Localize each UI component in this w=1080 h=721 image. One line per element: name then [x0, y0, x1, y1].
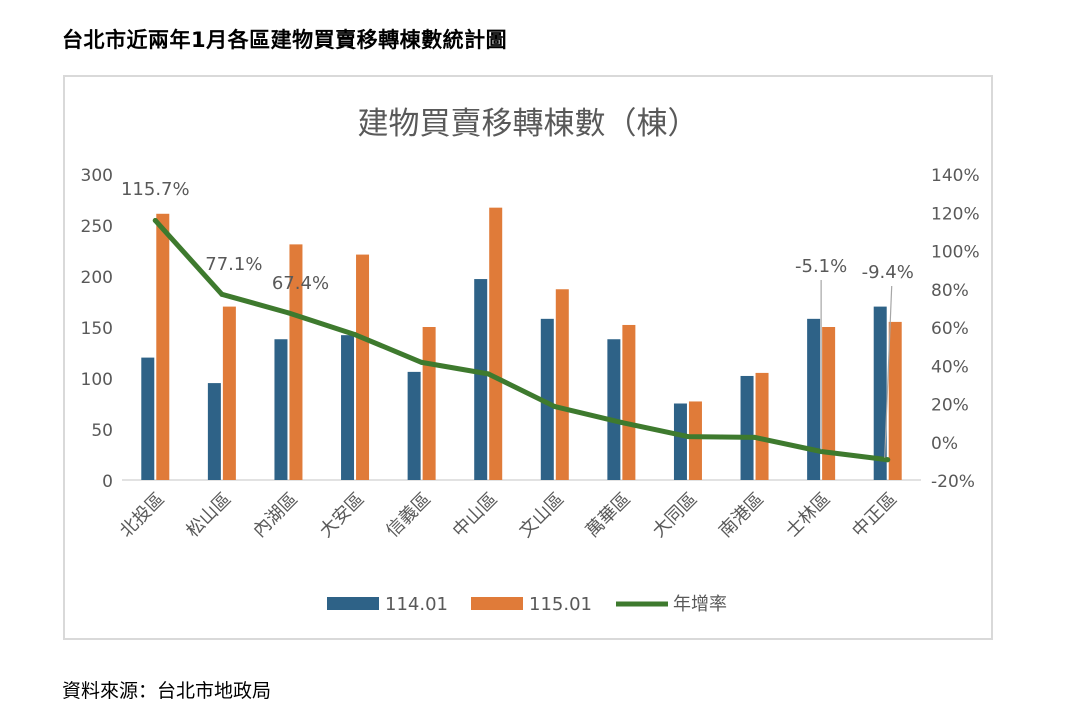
x-category-label: 中山區 [449, 489, 502, 542]
x-category-label: 北投區 [116, 489, 169, 542]
y-right-tick-label: 60% [931, 319, 969, 339]
bar-114-01 [207, 383, 221, 480]
x-category-label: 南港區 [715, 489, 768, 542]
growth-rate-point [152, 217, 158, 223]
bar-115-01 [422, 327, 436, 480]
y-left-tick-label: 300 [81, 166, 113, 186]
x-category-label: 大安區 [316, 489, 369, 542]
data-label: -5.1% [795, 256, 847, 277]
bar-115-01 [356, 254, 370, 480]
growth-rate-point [818, 449, 824, 455]
bar-114-01 [274, 339, 288, 480]
x-category-label: 中正區 [848, 489, 901, 542]
legend-swatch-114-01 [327, 597, 379, 610]
bar-114-01 [873, 306, 887, 480]
bar-115-01 [489, 207, 503, 480]
y-right-tick-label: 120% [931, 204, 980, 224]
y-left-tick-label: 0 [102, 472, 113, 492]
data-label: -9.4% [862, 262, 914, 283]
y-left-tick-label: 150 [81, 319, 113, 339]
data-label: 115.7% [121, 179, 190, 200]
x-category-label: 大同區 [648, 489, 701, 542]
bar-115-01 [688, 401, 702, 480]
data-label: 67.4% [272, 273, 329, 294]
growth-rate-point [485, 371, 491, 377]
bar-114-01 [407, 371, 421, 480]
y-right-tick-label: 0% [931, 434, 958, 454]
page-title: 台北市近兩年1月各區建物買賣移轉棟數統計圖 [62, 28, 508, 52]
growth-rate-point [419, 359, 425, 365]
growth-rate-point [219, 291, 225, 297]
y-left-tick-label: 100 [81, 370, 113, 390]
chart-frame: 建物買賣移轉棟數（棟） 0 50 100 150 200 250 300 -20% 0% 20% 40… [63, 75, 993, 640]
x-category-label: 萬華區 [582, 489, 635, 542]
growth-rate-point [685, 434, 691, 440]
combo-chart: 建物買賣移轉棟數（棟） 0 50 100 150 200 250 300 -20% 0% 20% 40… [81, 106, 980, 615]
bar-114-01 [141, 357, 155, 480]
x-category-label: 信義區 [382, 489, 435, 542]
legend-label-114-01: 114.01 [385, 594, 448, 615]
legend-label-growth: 年增率 [673, 594, 727, 615]
x-category-label: 文山區 [515, 489, 568, 542]
y-right-tick-label: 20% [931, 396, 969, 416]
bar-115-01 [888, 321, 902, 480]
x-category-label: 內湖區 [249, 489, 302, 542]
y-right-tick-label: -20% [931, 472, 975, 492]
bar-114-01 [740, 375, 754, 480]
y-right-tick-label: 40% [931, 357, 969, 377]
source-note: 資料來源：台北市地政局 [62, 680, 272, 702]
legend-label-115-01: 115.01 [529, 594, 592, 615]
y-right-tick-label: 140% [931, 166, 980, 186]
y-right-tick-label: 80% [931, 281, 969, 301]
bar-115-01 [822, 327, 836, 480]
bar-114-01 [341, 335, 355, 480]
x-category-label: 松山區 [182, 489, 235, 542]
y-right-tick-label: 100% [931, 243, 980, 263]
bar-115-01 [555, 289, 569, 480]
growth-rate-point [352, 332, 358, 338]
bar-114-01 [607, 339, 621, 480]
y-left-tick-label: 250 [81, 217, 113, 237]
growth-rate-point [285, 310, 291, 316]
chart-title: 建物買賣移轉棟數（棟） [358, 106, 699, 142]
legend-swatch-115-01 [471, 597, 523, 610]
data-label-leader-line [884, 285, 893, 458]
bar-115-01 [289, 244, 303, 480]
bar-115-01 [622, 324, 636, 480]
growth-rate-point [618, 419, 624, 425]
x-category-label: 士林區 [782, 489, 835, 542]
growth-rate-line [152, 217, 891, 463]
growth-rate-point [885, 457, 891, 463]
bar-115-01 [156, 213, 170, 480]
data-label: 77.1% [205, 254, 262, 275]
growth-rate-point [752, 434, 758, 440]
bar-114-01 [540, 318, 554, 480]
bar-115-01 [222, 306, 236, 480]
growth-rate-point [552, 404, 558, 410]
bar-115-01 [755, 372, 769, 480]
bar-114-01 [673, 403, 687, 480]
bar-114-01 [474, 279, 488, 480]
y-left-tick-label: 50 [91, 421, 113, 441]
bar-114-01 [807, 318, 821, 480]
y-left-tick-label: 200 [81, 268, 113, 288]
